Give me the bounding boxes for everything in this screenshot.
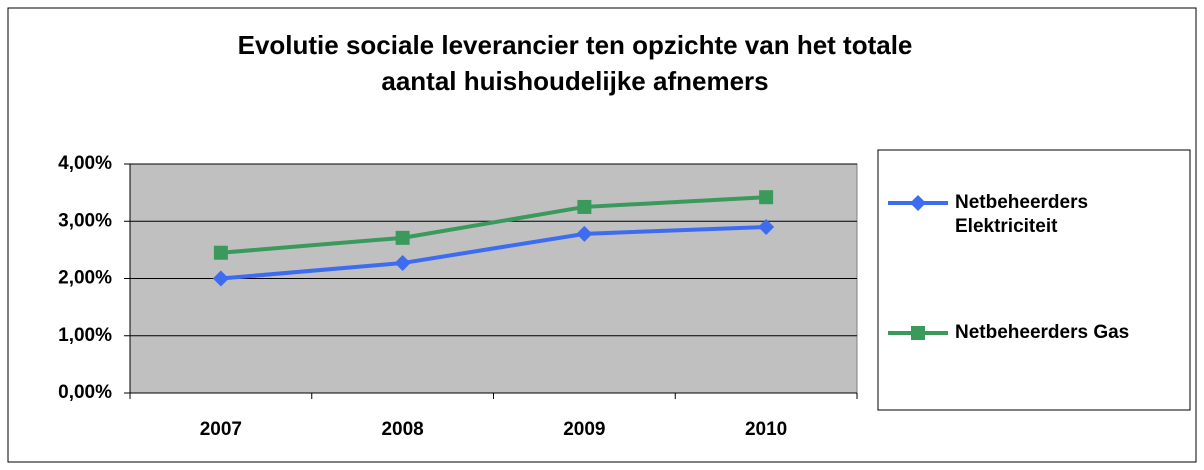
y-tick-label: 4,00% [58, 153, 112, 174]
legend-label: Netbeheerders Elektriciteit [955, 192, 1089, 237]
x-tick-label: 2009 [563, 419, 605, 440]
legend-marker [911, 326, 925, 340]
y-tick-label: 1,00% [58, 325, 112, 346]
data-point [759, 190, 774, 205]
legend-marker [910, 195, 926, 211]
chart-title: Evolutie sociale leverancier ten opzicht… [238, 30, 913, 60]
x-tick-label: 2010 [745, 419, 787, 440]
data-point [758, 218, 775, 235]
series-line [220, 195, 767, 255]
data-point [576, 225, 593, 242]
chart-title: aantal huishoudelijke afnemers [381, 66, 768, 96]
x-tick-label: 2007 [200, 419, 242, 440]
data-point [577, 199, 592, 214]
data-point [212, 270, 229, 287]
series-line [220, 224, 767, 281]
data-point [213, 245, 228, 260]
data-point [395, 230, 410, 245]
y-tick-label: 3,00% [58, 210, 112, 231]
legend-box [877, 149, 1191, 411]
y-tick-label: 0,00% [58, 382, 112, 403]
data-point [394, 255, 411, 272]
legend-label: Netbeheerders Gas [955, 322, 1130, 343]
y-tick-label: 2,00% [58, 268, 112, 289]
x-tick-label: 2008 [381, 419, 423, 440]
